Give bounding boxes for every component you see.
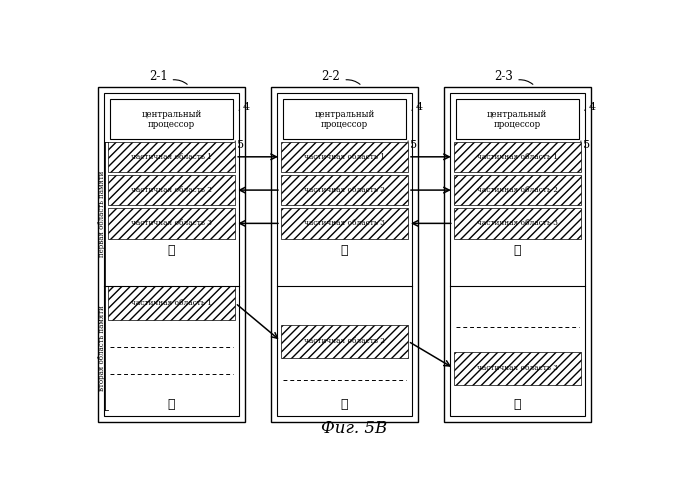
Text: частичная область 1: частичная область 1 (131, 153, 212, 161)
Text: первая область памяти: первая область памяти (98, 171, 106, 257)
Bar (271, 87, 418, 422)
Bar (444, 87, 591, 422)
Bar (277, 93, 412, 416)
Text: ⋮: ⋮ (168, 398, 176, 410)
Bar (104, 93, 239, 416)
Text: 4: 4 (243, 102, 250, 113)
Text: частичная область 3: частичная область 3 (477, 364, 558, 372)
Bar (281, 142, 408, 172)
Bar (108, 286, 235, 320)
Text: частичная область 3: частичная область 3 (131, 220, 212, 228)
Text: частичная область 2: частичная область 2 (304, 186, 385, 194)
Text: ⋮: ⋮ (341, 244, 348, 258)
Bar (111, 100, 233, 140)
Text: частичная область 2: частичная область 2 (304, 337, 385, 345)
Text: частичная область 2: частичная область 2 (477, 186, 558, 194)
Text: ⋮: ⋮ (341, 398, 348, 410)
Bar (283, 100, 406, 140)
Bar (454, 175, 581, 206)
Text: ⋮: ⋮ (513, 398, 521, 410)
Bar (108, 142, 235, 172)
Bar (108, 208, 235, 238)
Text: 5: 5 (238, 140, 245, 150)
Text: ⋮: ⋮ (513, 244, 521, 258)
Bar (281, 324, 408, 358)
Bar (98, 87, 245, 422)
Text: частичная область 3: частичная область 3 (477, 220, 558, 228)
Bar (454, 142, 581, 172)
Text: 4: 4 (589, 102, 596, 113)
Text: частичная область 1: частичная область 1 (304, 153, 385, 161)
Text: 2-2: 2-2 (321, 70, 340, 84)
Text: частичная область 1: частичная область 1 (131, 299, 212, 307)
Text: частичная область 3: частичная область 3 (304, 220, 385, 228)
Bar (281, 208, 408, 238)
Bar (281, 175, 408, 206)
Text: Фиг. 5В: Фиг. 5В (321, 420, 387, 438)
Bar (108, 175, 235, 206)
Text: центральный
процессор: центральный процессор (487, 110, 547, 129)
Text: 2-1: 2-1 (149, 70, 167, 84)
Text: центральный
процессор: центральный процессор (142, 110, 202, 129)
Text: 2-3: 2-3 (494, 70, 513, 84)
Text: частичная область 2: частичная область 2 (131, 186, 212, 194)
Text: центральный
процессор: центральный процессор (314, 110, 375, 129)
Text: ⋮: ⋮ (168, 244, 176, 258)
Bar (456, 100, 578, 140)
Bar (454, 352, 581, 385)
Bar (450, 93, 585, 416)
Text: 5: 5 (410, 140, 417, 150)
Text: 5: 5 (583, 140, 590, 150)
Text: частичная область 1: частичная область 1 (477, 153, 558, 161)
Bar (454, 208, 581, 238)
Text: 4: 4 (416, 102, 423, 113)
Text: вторая область памяти: вторая область памяти (98, 305, 106, 391)
